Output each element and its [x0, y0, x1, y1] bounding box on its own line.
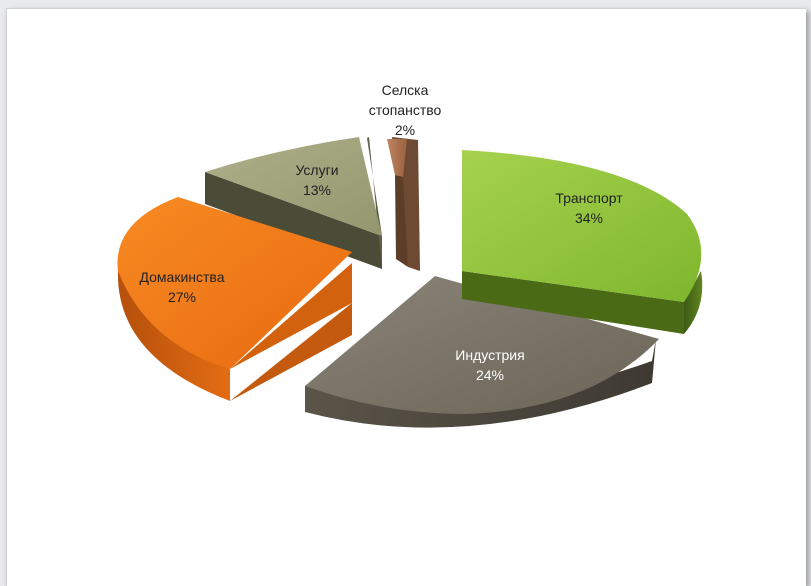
slice-value-agriculture: 2%: [395, 122, 415, 138]
slice-label-agriculture-line2: стопанство: [369, 102, 442, 118]
slice-label-services: Услуги: [295, 162, 338, 178]
slice-label-industry: Индустрия: [455, 347, 524, 363]
slice-value-transport: 34%: [575, 210, 603, 226]
slice-label-agriculture-line1: Селска: [382, 82, 429, 98]
pie-slice-transport: [462, 150, 703, 334]
slice-value-households: 27%: [168, 289, 196, 305]
pie-slice-industry: [305, 276, 659, 428]
pie-slice-agriculture: [387, 137, 420, 271]
pie-slice-households: [117, 197, 352, 401]
slice-value-industry: 24%: [476, 367, 504, 383]
slice-value-services: 13%: [303, 182, 331, 198]
pie-slice-services: [205, 137, 382, 269]
slice-label-households: Домакинства: [140, 269, 225, 285]
pie-chart: Транспорт 34% Индустрия 24% Домакинства …: [117, 82, 703, 428]
slice-label-transport: Транспорт: [555, 190, 623, 206]
chart-frame: Транспорт 34% Индустрия 24% Домакинства …: [6, 8, 806, 586]
